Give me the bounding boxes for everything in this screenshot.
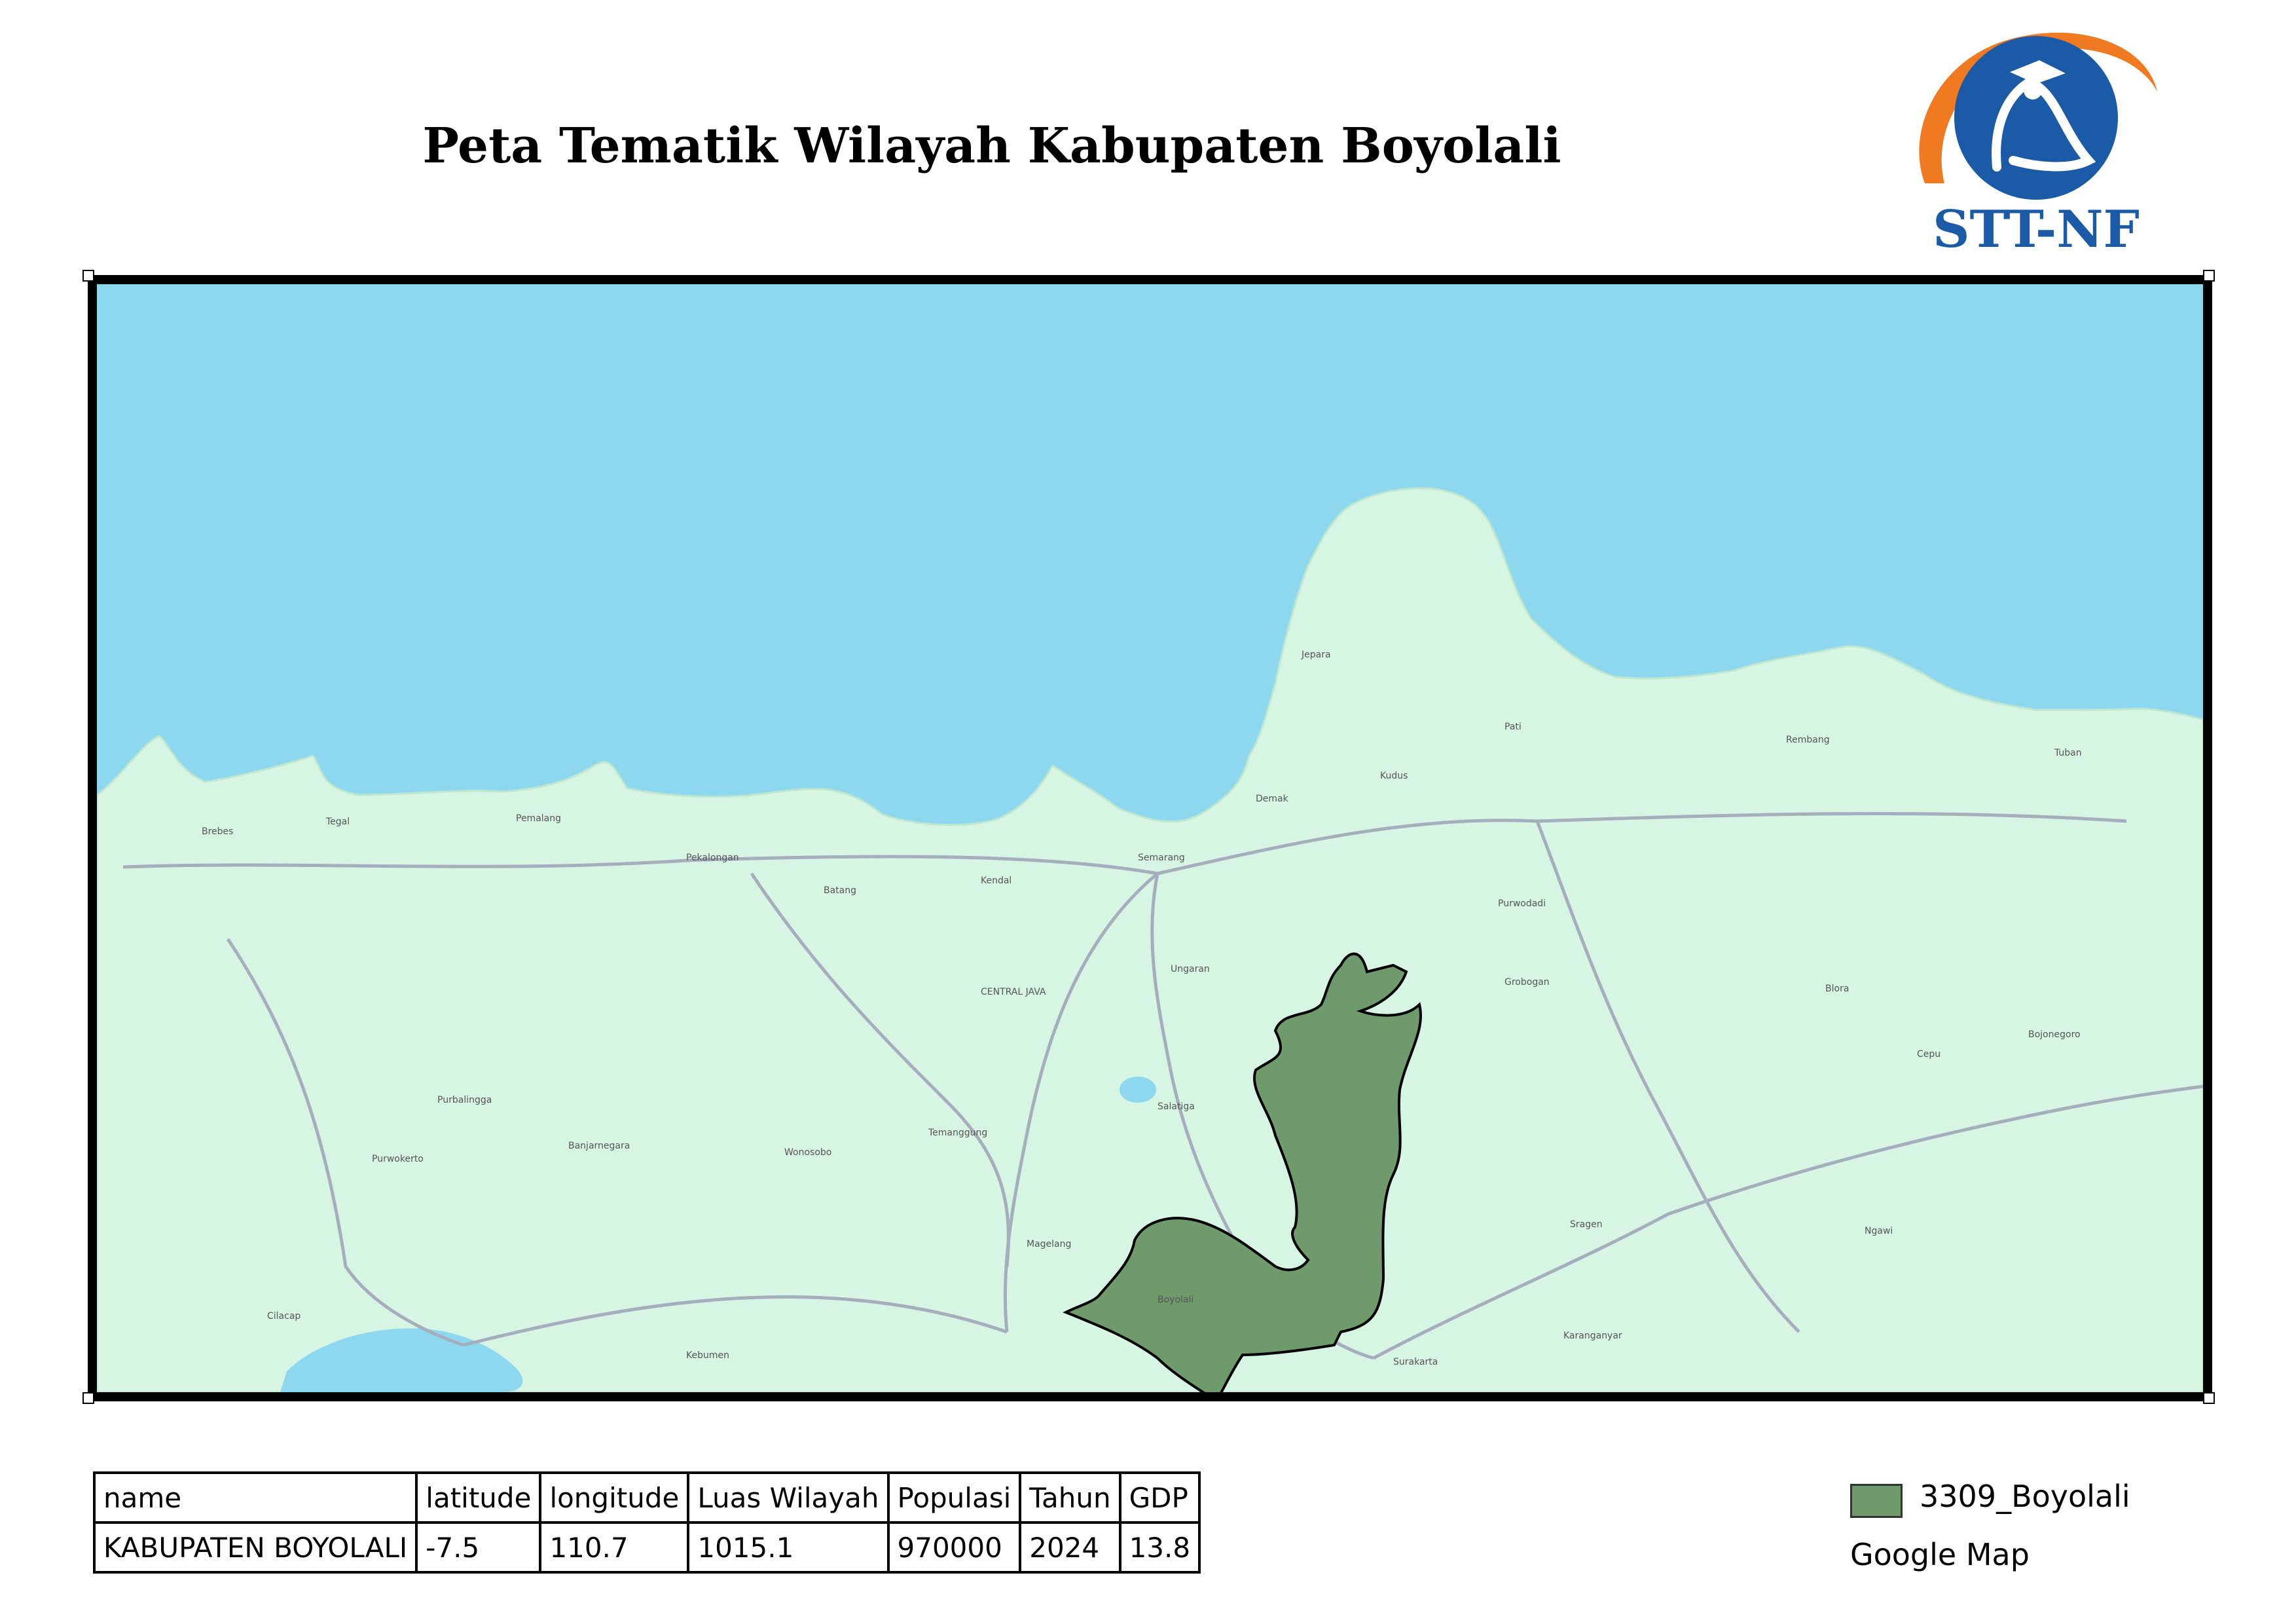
place-label-kebumen: Kebumen (686, 1350, 729, 1361)
place-label-purwokerto: Purwokerto (372, 1154, 424, 1164)
boyolali-region (1063, 952, 1422, 1392)
table-header-cell: Populasi (886, 1471, 1022, 1524)
attribute-table: name latitude longitude Luas Wilayah Pop… (92, 1471, 1201, 1574)
place-label-ngawi: Ngawi (1865, 1226, 1893, 1236)
place-label-cepu: Cepu (1917, 1049, 1941, 1060)
place-label-pekalongan: Pekalongan (686, 853, 739, 863)
place-label-rembang: Rembang (1786, 735, 1830, 745)
place-label-banjarnegara: Banjarnegara (568, 1141, 630, 1151)
table-header-cell: GDP (1118, 1471, 1201, 1524)
place-label-blora: Blora (1825, 984, 1849, 994)
stt-nf-logo (1919, 32, 2157, 200)
place-label-tuban: Tuban (2054, 748, 2082, 758)
table-cell: 110.7 (539, 1521, 690, 1574)
frame-corner-bottom-left (82, 1392, 94, 1404)
table-cell: -7.5 (415, 1521, 542, 1574)
place-label-grobogan: Grobogan (1504, 977, 1550, 987)
legend-basemap-label: Google Map (1850, 1537, 2030, 1572)
place-label-wonosobo: Wonosobo (784, 1147, 831, 1158)
table-header-cell: name (92, 1471, 418, 1524)
table-row: KABUPATEN BOYOLALI -7.5 110.7 1015.1 970… (92, 1521, 1201, 1574)
place-label-pati: Pati (1504, 722, 1522, 732)
frame-corner-bottom-right (2203, 1392, 2215, 1404)
logo-text: STT-NF (1933, 200, 2140, 259)
frame-corner-top-left (82, 270, 94, 282)
place-label-sragen: Sragen (1570, 1219, 1603, 1230)
place-label-temanggung: Temanggung (928, 1128, 987, 1138)
table-header-cell: longitude (539, 1471, 690, 1524)
place-label-kendal: Kendal (981, 876, 1011, 886)
table-header-row: name latitude longitude Luas Wilayah Pop… (92, 1471, 1201, 1524)
place-label-purwodadi: Purwodadi (1498, 898, 1546, 909)
table-header-cell: latitude (415, 1471, 542, 1524)
place-label-brebes: Brebes (202, 826, 233, 837)
land (97, 487, 2203, 1392)
place-label-kudus: Kudus (1380, 771, 1408, 781)
place-labels: Semarang Surakarta Klaten Boyolali CENTR… (202, 650, 2082, 1367)
table-header-cell: Luas Wilayah (687, 1471, 890, 1524)
place-label-pemalang: Pemalang (516, 813, 561, 824)
table-cell: 13.8 (1118, 1521, 1201, 1574)
place-label-demak: Demak (1256, 794, 1289, 804)
place-label-ungaran: Ungaran (1171, 964, 1210, 974)
basemap: Semarang Surakarta Klaten Boyolali CENTR… (97, 284, 2203, 1392)
lake-rawa-pening (1120, 1077, 1156, 1103)
frame-corner-top-right (2203, 270, 2215, 282)
legend-swatch-boyolali (1850, 1484, 1903, 1518)
table-cell: 1015.1 (687, 1521, 890, 1574)
table-header-cell: Tahun (1019, 1471, 1121, 1524)
place-label-jepara: Jepara (1301, 650, 1331, 660)
place-label-magelang: Magelang (1027, 1239, 1071, 1249)
table-cell: 2024 (1019, 1521, 1121, 1574)
place-label-tegal: Tegal (325, 817, 350, 827)
place-label-batang: Batang (824, 885, 856, 896)
table-cell: 970000 (886, 1521, 1022, 1574)
table-cell: KABUPATEN BOYOLALI (92, 1521, 418, 1574)
place-label-salatiga: Salatiga (1157, 1101, 1195, 1112)
map-view[interactable]: Semarang Surakarta Klaten Boyolali CENTR… (88, 275, 2212, 1401)
place-label-surakarta: Surakarta (1393, 1357, 1438, 1367)
map-title: Peta Tematik Wilayah Kabupaten Boyolali (422, 118, 1561, 174)
place-label-karanganyar: Karanganyar (1563, 1331, 1622, 1341)
place-label-cilacap: Cilacap (267, 1311, 301, 1321)
road-network (122, 811, 2203, 1360)
place-label-boyolali: Boyolali (1157, 1295, 1194, 1305)
place-label-bojonegoro: Bojonegoro (2028, 1029, 2081, 1040)
place-label-semarang: Semarang (1138, 853, 1185, 863)
place-label-central-java: CENTRAL JAVA (981, 987, 1046, 997)
legend-label-boyolali: 3309_Boyolali (1920, 1479, 2130, 1514)
place-label-purbalingga: Purbalingga (437, 1095, 492, 1105)
